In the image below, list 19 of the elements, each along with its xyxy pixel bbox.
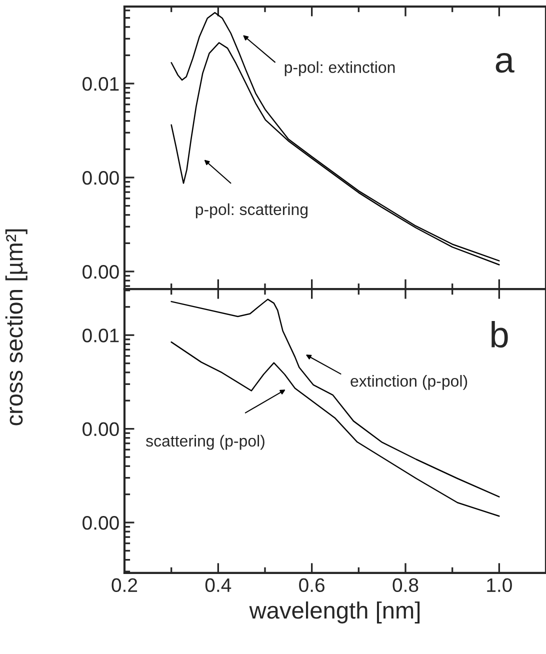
annotation: p-pol: scattering [196, 203, 308, 218]
y-tick-label: 0.00 [82, 170, 119, 185]
y-tick-label: 0.01 [82, 77, 119, 91]
annotation: extinction (p-pol) [350, 375, 468, 390]
y-axis-title: cross section [µm²] [5, 229, 28, 426]
x-tick-label: 0.8 [392, 578, 418, 592]
annotation: scattering (p-pol) [146, 434, 264, 450]
x-axis-title: wavelength [nm] [249, 601, 420, 624]
y-tick-label: 0.00 [82, 422, 119, 436]
x-tick-label: 1.0 [487, 578, 512, 592]
annotation: a [496, 52, 514, 73]
x-tick-label: 0.4 [205, 578, 232, 592]
y-tick-label: 0.01 [82, 328, 119, 342]
x-tick-label: 0.6 [299, 578, 324, 592]
x-tick-label: 0.2 [112, 578, 138, 592]
annotation: p-pol: extinction [284, 61, 395, 76]
y-tick-label: 0.00 [82, 516, 119, 530]
annotation: b [492, 321, 508, 348]
y-tick-label: 0.00 [82, 264, 119, 279]
